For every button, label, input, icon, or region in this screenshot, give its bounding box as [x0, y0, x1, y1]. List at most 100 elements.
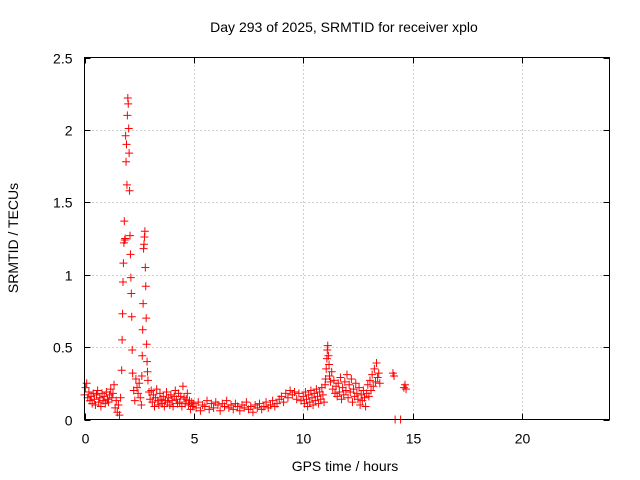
y-axis-label: SRMTID / TECUs — [5, 183, 21, 293]
y-tick-label: 0 — [65, 413, 73, 429]
data-point — [370, 364, 379, 373]
data-point — [136, 393, 145, 402]
data-point — [81, 383, 90, 392]
data-point — [255, 399, 264, 408]
data-point — [117, 366, 126, 375]
data-point — [320, 398, 329, 407]
data-point — [119, 259, 128, 268]
data-point — [303, 402, 312, 411]
data-point — [154, 401, 163, 410]
data-point — [90, 395, 99, 404]
y-tick-label: 0.5 — [53, 340, 73, 356]
data-point — [119, 277, 127, 286]
data-point — [294, 389, 303, 398]
data-point — [209, 403, 218, 412]
data-point — [130, 396, 139, 405]
data-point — [128, 369, 137, 378]
data-point — [168, 396, 176, 405]
chart-title: Day 293 of 2025, SRMTID for receiver xpl… — [210, 19, 478, 35]
data-point — [266, 401, 275, 410]
data-point — [126, 273, 135, 282]
data-point — [112, 396, 121, 405]
data-point — [361, 402, 370, 411]
data-point — [125, 186, 134, 195]
data-point — [166, 390, 175, 399]
data-point — [227, 401, 236, 410]
data-point — [356, 401, 365, 410]
x-axis-label: GPS time / hours — [292, 458, 399, 474]
data-point — [123, 111, 132, 120]
data-point — [360, 393, 369, 402]
data-point — [246, 402, 255, 411]
x-tick-label: 0 — [82, 431, 90, 447]
data-point — [194, 398, 203, 407]
data-point — [363, 380, 372, 389]
data-point — [89, 389, 98, 398]
data-point — [235, 406, 244, 415]
data-point — [121, 234, 130, 243]
data-point — [169, 402, 178, 411]
data-point — [142, 314, 151, 323]
data-point — [341, 386, 350, 395]
data-point — [122, 140, 131, 149]
data-point — [126, 231, 134, 240]
data-point — [372, 359, 381, 368]
y-tick-labels: 0 0.5 1 1.5 2 2.5 — [53, 51, 73, 429]
data-point — [292, 395, 301, 404]
data-point — [329, 376, 338, 385]
data-point — [390, 372, 399, 381]
data-point — [124, 124, 133, 133]
data-point — [148, 398, 157, 407]
data-point — [375, 379, 384, 388]
data-point — [352, 389, 361, 398]
data-point — [339, 390, 348, 399]
data-point — [337, 395, 346, 404]
data-point — [140, 227, 149, 236]
y-tick-label: 2.5 — [53, 51, 73, 67]
data-point — [182, 395, 191, 404]
data-point — [326, 377, 335, 386]
data-point — [192, 403, 201, 412]
data-point — [248, 408, 257, 417]
data-point — [259, 402, 268, 411]
data-point — [88, 399, 97, 408]
data-point — [374, 369, 383, 378]
data-point — [273, 399, 281, 408]
data-point — [348, 398, 357, 407]
data-point — [93, 386, 102, 395]
data-point — [365, 376, 374, 385]
data-point — [240, 403, 249, 412]
data-point — [126, 250, 135, 259]
data-point — [133, 383, 141, 392]
data-point — [124, 99, 133, 108]
data-point — [150, 402, 159, 411]
data-point — [94, 398, 103, 407]
data-point — [353, 395, 362, 404]
axis-ticks — [84, 57, 610, 421]
data-point — [351, 379, 360, 388]
data-point — [82, 379, 91, 388]
data-point — [175, 398, 184, 407]
data-point — [107, 393, 116, 402]
data-point — [116, 393, 125, 402]
data-point — [143, 367, 152, 376]
data-point — [120, 217, 129, 226]
data-point — [367, 386, 376, 395]
data-point — [141, 263, 150, 272]
data-point — [327, 367, 336, 376]
data-point — [128, 345, 137, 354]
data-point — [323, 341, 332, 350]
data-point — [286, 386, 295, 395]
data-point — [152, 385, 161, 394]
data-point — [140, 240, 148, 249]
data-points — [80, 94, 411, 424]
data-point — [135, 379, 144, 388]
data-point — [196, 406, 205, 415]
data-point — [181, 399, 190, 408]
data-point — [162, 387, 171, 396]
data-point — [207, 399, 216, 408]
data-point — [138, 325, 147, 334]
data-point — [364, 392, 373, 401]
data-point — [101, 399, 110, 408]
x-tick-label: 15 — [406, 431, 422, 447]
